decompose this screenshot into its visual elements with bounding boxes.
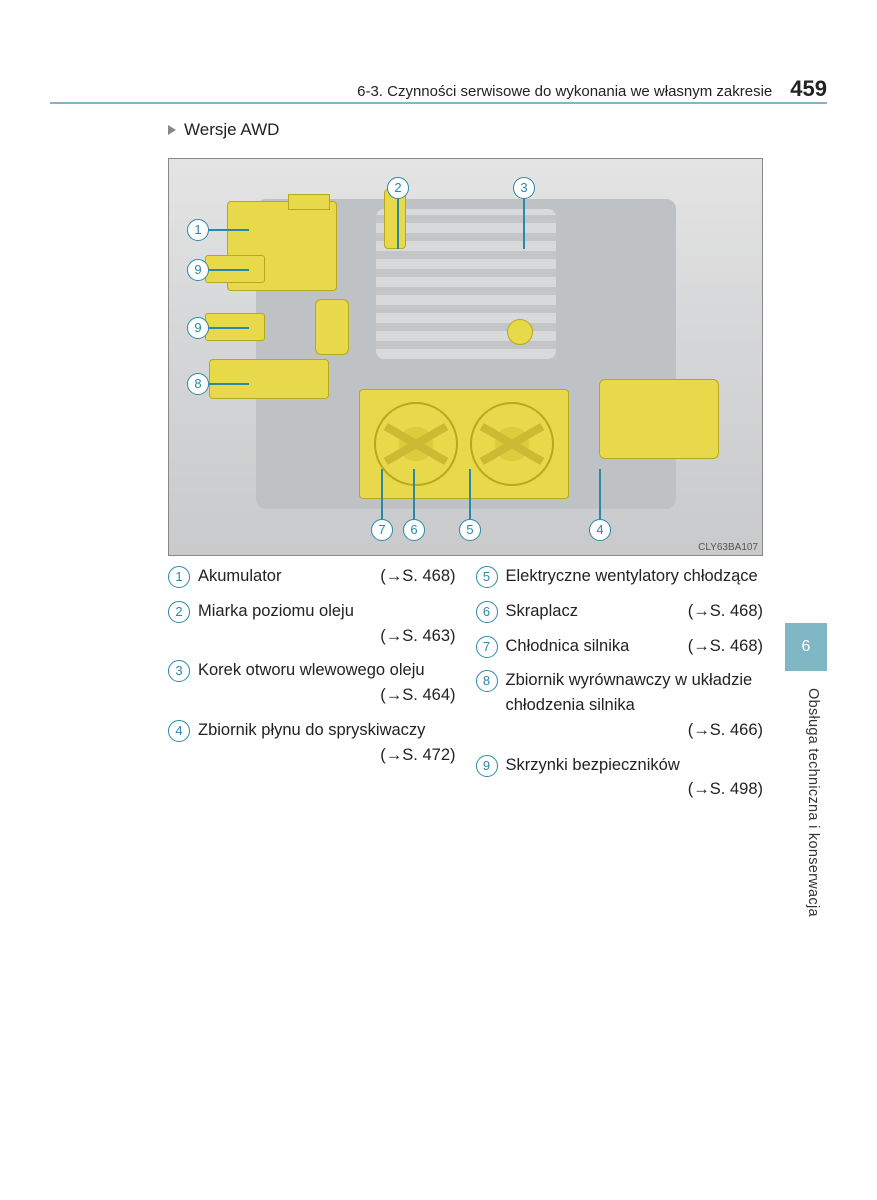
leader-line xyxy=(381,469,383,519)
legend-text: Zbiornik płynu do spryskiwaczy(→S. 472) xyxy=(198,718,456,768)
chapter-number: 6 xyxy=(802,638,811,656)
part-washer-tank xyxy=(599,379,719,459)
legend-item: 7 Chłodnica silnika (→S. 468) xyxy=(476,634,764,659)
page-ref: (→S. 472) xyxy=(380,743,455,768)
legend-item: 6 Skraplacz (→S. 468) xyxy=(476,599,764,624)
part-coolant-res xyxy=(209,359,329,399)
leader-line xyxy=(523,199,525,249)
callout-badge: 9 xyxy=(187,259,209,281)
legend-item: 2 Miarka poziomu oleju (→S. 463) xyxy=(168,599,456,649)
page-ref: (→S. 468) xyxy=(688,634,763,659)
legend-text: Akumulator (→S. 468) xyxy=(198,564,456,589)
legend-text: Elektryczne wentylatory chłodzące xyxy=(506,564,764,589)
page-header: 6-3. Czynności serwisowe do wykonania we… xyxy=(50,76,827,102)
legend-badge: 1 xyxy=(168,566,190,588)
legend-item: 1 Akumulator (→S. 468) xyxy=(168,564,456,589)
callout-badge: 1 xyxy=(187,219,209,241)
legend-left-col: 1 Akumulator (→S. 468) 2 Miarka poziomu olej… xyxy=(168,564,456,802)
callout-badge: 2 xyxy=(387,177,409,199)
page-ref: (→S. 468) xyxy=(380,564,455,589)
leader-line xyxy=(469,469,471,519)
legend-item: 4 Zbiornik płynu do spryskiwaczy(→S. 472) xyxy=(168,718,456,768)
legend-label: Chłodnica silnika xyxy=(506,634,630,659)
legend-badge: 8 xyxy=(476,670,498,692)
leader-line xyxy=(209,383,249,385)
legend-text: Skraplacz (→S. 468) xyxy=(506,599,764,624)
fan-icon xyxy=(470,402,554,486)
page-ref: (→S. 464) xyxy=(380,683,455,708)
page-ref: (→S. 466) xyxy=(688,718,763,743)
legend-badge: 9 xyxy=(476,755,498,777)
leader-line xyxy=(209,229,249,231)
callout-badge: 9 xyxy=(187,317,209,339)
leader-line xyxy=(413,469,415,519)
page-ref: (→S. 498) xyxy=(688,777,763,802)
legend-badge: 6 xyxy=(476,601,498,623)
legend-label: Korek otworu wlewowego oleju xyxy=(198,658,425,683)
page-ref: (→S. 468) xyxy=(688,599,763,624)
chapter-tab: 6 xyxy=(785,623,827,671)
legend-item: 8 Zbiornik wyrównawczy w układzie chłodze… xyxy=(476,668,764,742)
callout-badge: 4 xyxy=(589,519,611,541)
legend-label: Skraplacz xyxy=(506,599,578,624)
leader-line xyxy=(599,469,601,519)
legend: 1 Akumulator (→S. 468) 2 Miarka poziomu olej… xyxy=(168,564,763,802)
page-ref: (→S. 463) xyxy=(380,624,455,649)
subtitle: Wersje AWD xyxy=(168,120,279,140)
part-reservoir xyxy=(315,299,349,355)
legend-badge: 4 xyxy=(168,720,190,742)
part-cooling-fans xyxy=(359,389,569,499)
callout-badge: 8 xyxy=(187,373,209,395)
figure-code: CLY63BA107 xyxy=(698,542,758,553)
callout-badge: 3 xyxy=(513,177,535,199)
legend-label: Elektryczne wentylatory chłodzące xyxy=(506,564,758,589)
part-oil-cap xyxy=(507,319,533,345)
legend-text: Skrzynki bezpieczników (→S. 498) xyxy=(506,753,764,803)
callout-badge: 7 xyxy=(371,519,393,541)
subtitle-text: Wersje AWD xyxy=(184,120,279,140)
legend-label: Akumulator xyxy=(198,564,281,589)
legend-right-col: 5 Elektryczne wentylatory chłodzące 6 Skrap… xyxy=(476,564,764,802)
leader-line xyxy=(209,327,249,329)
legend-badge: 5 xyxy=(476,566,498,588)
triangle-bullet-icon xyxy=(168,125,176,135)
legend-text: Korek otworu wlewowego oleju(→S. 464) xyxy=(198,658,456,708)
chapter-label: Obsługa techniczna i konserwacja xyxy=(805,688,821,917)
legend-label: Zbiornik wyrównawczy w układzie chłodzen… xyxy=(506,668,764,718)
callout-badge: 6 xyxy=(403,519,425,541)
engine-bay-figure: 1 2 3 9 9 8 76 5 4 CLY63BA107 xyxy=(168,158,763,556)
legend-text: Chłodnica silnika (→S. 468) xyxy=(506,634,764,659)
legend-item: 5 Elektryczne wentylatory chłodzące xyxy=(476,564,764,589)
page-number: 459 xyxy=(790,76,827,102)
legend-item: 9 Skrzynki bezpieczników (→S. 498) xyxy=(476,753,764,803)
callout-badge: 5 xyxy=(459,519,481,541)
header-rule xyxy=(50,102,827,104)
legend-badge: 7 xyxy=(476,636,498,658)
legend-label: Zbiornik płynu do spryskiwaczy xyxy=(198,718,425,743)
legend-badge: 2 xyxy=(168,601,190,623)
legend-badge: 3 xyxy=(168,660,190,682)
leader-line xyxy=(209,269,249,271)
legend-item: 3 Korek otworu wlewowego oleju(→S. 464) xyxy=(168,658,456,708)
fan-icon xyxy=(374,402,458,486)
legend-label: Miarka poziomu oleju xyxy=(198,599,354,624)
legend-text: Miarka poziomu oleju (→S. 463) xyxy=(198,599,456,649)
section-title: 6-3. Czynności serwisowe do wykonania we… xyxy=(357,83,772,100)
leader-line xyxy=(397,199,399,249)
legend-label: Skrzynki bezpieczników xyxy=(506,753,680,778)
legend-text: Zbiornik wyrównawczy w układzie chłodzen… xyxy=(506,668,764,742)
